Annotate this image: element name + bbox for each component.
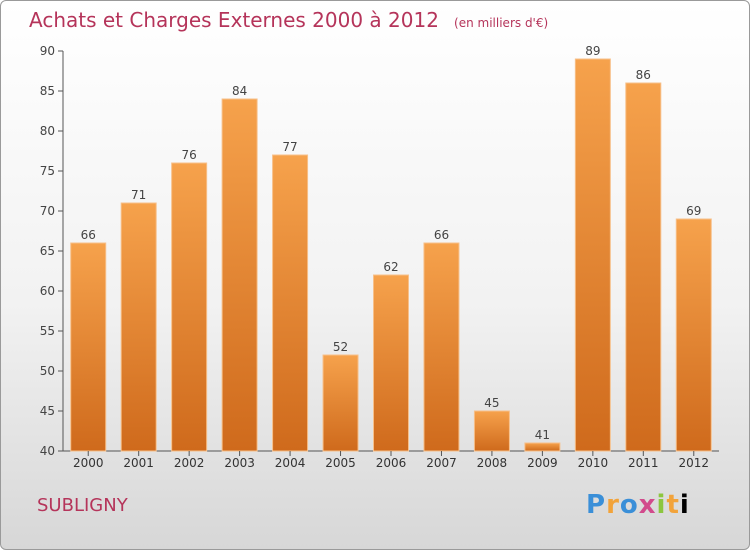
data-label: 62 xyxy=(383,260,398,274)
bar xyxy=(322,354,359,452)
logo-letter: t xyxy=(666,490,680,520)
title-row: Achats et Charges Externes 2000 à 2012 (… xyxy=(29,8,548,32)
bar xyxy=(524,442,561,452)
x-tick-label: 2004 xyxy=(275,456,306,470)
data-label: 66 xyxy=(81,228,96,242)
data-label: 86 xyxy=(636,68,651,82)
x-tick-label: 2002 xyxy=(174,456,205,470)
bar xyxy=(373,274,409,452)
data-label: 52 xyxy=(333,340,348,354)
x-tick-label: 2001 xyxy=(123,456,154,470)
chart-subtitle: (en milliers d'€) xyxy=(454,16,549,30)
bar xyxy=(120,202,157,452)
bar xyxy=(423,242,460,452)
bar xyxy=(221,98,258,452)
x-tick-label: 2000 xyxy=(73,456,104,470)
data-label: 77 xyxy=(282,140,297,154)
x-tick-label: 2007 xyxy=(426,456,457,470)
bar xyxy=(171,162,208,452)
x-tick-label: 2012 xyxy=(678,456,709,470)
y-tick-label: 55 xyxy=(40,324,55,338)
proxiti-logo: Proxiti xyxy=(586,490,690,520)
logo-letter: r xyxy=(606,490,620,520)
bar xyxy=(70,242,107,452)
y-tick-label: 75 xyxy=(40,164,55,178)
x-tick-label: 2011 xyxy=(628,456,659,470)
x-tick-label: 2003 xyxy=(224,456,255,470)
bar xyxy=(574,58,611,452)
data-label: 89 xyxy=(585,44,600,58)
logo-letter: P xyxy=(586,490,607,520)
bar xyxy=(272,154,309,452)
x-tick-label: 2008 xyxy=(477,456,508,470)
logo-letter: i xyxy=(656,490,667,520)
logo-letter: o xyxy=(619,490,639,520)
data-label: 71 xyxy=(131,188,146,202)
data-label: 45 xyxy=(484,396,499,410)
data-label: 76 xyxy=(182,148,197,162)
y-tick-label: 85 xyxy=(40,84,55,98)
y-tick-label: 45 xyxy=(40,404,55,418)
bar xyxy=(675,218,712,452)
x-tick-label: 2006 xyxy=(376,456,407,470)
x-tick-label: 2009 xyxy=(527,456,558,470)
data-label: 41 xyxy=(535,428,550,442)
y-tick-label: 60 xyxy=(40,284,55,298)
x-tick-label: 2005 xyxy=(325,456,356,470)
town-name: SUBLIGNY xyxy=(37,495,128,516)
logo-letter: x xyxy=(638,490,657,520)
data-label: 84 xyxy=(232,84,247,98)
bar xyxy=(625,82,662,452)
y-tick-label: 80 xyxy=(40,124,55,138)
logo-letter: i xyxy=(679,490,690,520)
x-tick-label: 2010 xyxy=(578,456,609,470)
y-tick-label: 65 xyxy=(40,244,55,258)
chart-title: Achats et Charges Externes 2000 à 2012 xyxy=(29,8,439,32)
bar xyxy=(473,410,510,452)
y-tick-label: 50 xyxy=(40,364,55,378)
data-label: 69 xyxy=(686,204,701,218)
y-tick-label: 40 xyxy=(40,444,55,458)
y-tick-label: 90 xyxy=(40,44,55,58)
data-label: 66 xyxy=(434,228,449,242)
y-tick-label: 70 xyxy=(40,204,55,218)
